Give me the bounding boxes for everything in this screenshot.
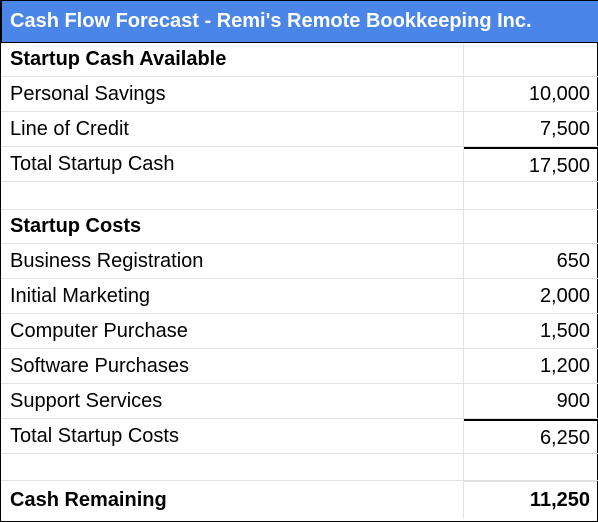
table-row: Support Services 900 xyxy=(1,384,598,419)
total-value[interactable]: 17,500 xyxy=(464,147,597,181)
cash-remaining-value[interactable]: 11,250 xyxy=(464,481,597,519)
item-label[interactable]: Computer Purchase xyxy=(1,314,464,348)
table-row: Computer Purchase 1,500 xyxy=(1,314,598,349)
item-value[interactable]: 7,500 xyxy=(539,118,590,140)
startup-cash-header[interactable]: Startup Cash Available xyxy=(1,43,464,76)
item-label[interactable]: Line of Credit xyxy=(1,112,464,146)
total-label[interactable]: Total Startup Costs xyxy=(1,419,464,453)
cash-remaining-row: Cash Remaining 11,250 xyxy=(1,481,598,519)
item-label[interactable]: Support Services xyxy=(1,384,464,418)
item-value[interactable]: 10,000 xyxy=(528,83,590,105)
cash-flow-table: Startup Cash Available Personal Savings … xyxy=(1,43,598,519)
total-value[interactable]: 6,250 xyxy=(464,419,597,453)
blank-row xyxy=(1,182,598,210)
sheet-title[interactable]: Cash Flow Forecast - Remi's Remote Bookk… xyxy=(1,0,598,43)
table-row: Line of Credit 7,500 xyxy=(1,112,598,147)
cash-remaining-label[interactable]: Cash Remaining xyxy=(1,481,464,519)
section-header-row: Startup Costs xyxy=(1,210,598,244)
empty-cell[interactable] xyxy=(1,182,464,209)
blank-row xyxy=(1,454,598,481)
empty-cell[interactable] xyxy=(1,454,464,480)
item-value[interactable]: 2,000 xyxy=(539,285,590,307)
item-label[interactable]: Initial Marketing xyxy=(1,279,464,313)
item-value[interactable]: 1,200 xyxy=(539,355,590,377)
total-label[interactable]: Total Startup Cash xyxy=(1,147,464,181)
empty-cell[interactable] xyxy=(464,454,597,480)
table-row: Personal Savings 10,000 xyxy=(1,77,598,112)
table-row: Business Registration 650 xyxy=(1,244,598,279)
item-label[interactable]: Business Registration xyxy=(1,244,464,278)
item-label[interactable]: Software Purchases xyxy=(1,349,464,383)
empty-cell[interactable] xyxy=(464,182,597,209)
table-row: Initial Marketing 2,000 xyxy=(1,279,598,314)
item-value[interactable]: 900 xyxy=(556,390,590,412)
total-row: Total Startup Cash 17,500 xyxy=(1,147,598,182)
empty-cell[interactable] xyxy=(464,43,597,76)
table-row: Software Purchases 1,200 xyxy=(1,349,598,384)
total-row: Total Startup Costs 6,250 xyxy=(1,419,598,454)
empty-cell[interactable] xyxy=(464,210,597,243)
item-value[interactable]: 650 xyxy=(556,250,590,272)
item-label[interactable]: Personal Savings xyxy=(1,77,464,111)
section-header-row: Startup Cash Available xyxy=(1,43,598,77)
item-value[interactable]: 1,500 xyxy=(539,320,590,342)
startup-costs-header[interactable]: Startup Costs xyxy=(1,210,464,243)
